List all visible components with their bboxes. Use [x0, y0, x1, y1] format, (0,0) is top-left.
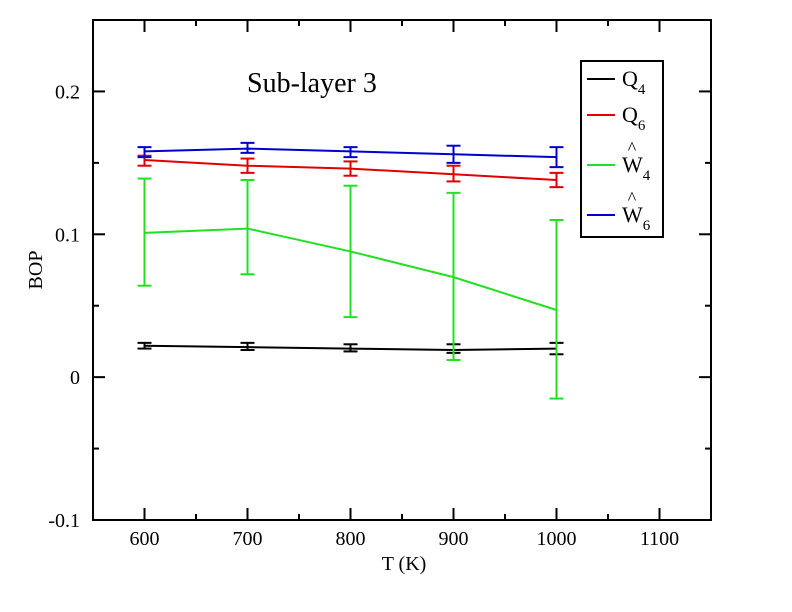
- legend-entry-q6: Q6: [587, 102, 646, 134]
- x-axis-title: T (K): [382, 553, 427, 575]
- x-tick-label: 800: [336, 528, 366, 550]
- error-bar: [446, 164, 461, 183]
- axis-ticks: [92, 19, 712, 520]
- legend-entry-w6: ^W6: [587, 188, 651, 234]
- x-tick-label: 600: [130, 528, 160, 550]
- series-q4: [137, 341, 564, 356]
- error-bar: [446, 191, 461, 361]
- x-tick-label: 700: [233, 528, 263, 550]
- error-bar: [549, 219, 564, 400]
- error-bar: [240, 341, 255, 351]
- series-w4: [137, 177, 564, 400]
- error-bar: [240, 141, 255, 154]
- legend-entry-q4: Q4: [587, 66, 646, 98]
- legend-label: W6: [622, 202, 651, 234]
- legend-label: Q4: [622, 66, 646, 98]
- error-bar: [343, 343, 358, 353]
- y-tick-label: 0.2: [55, 81, 80, 103]
- y-axis-title: BOP: [25, 251, 47, 290]
- legend-label: Q6: [622, 102, 646, 134]
- error-bar: [343, 160, 358, 177]
- series-q6: [137, 154, 564, 189]
- error-bar: [343, 146, 358, 159]
- series-w6: [137, 141, 564, 169]
- axis-tick-labels: 600 700 800 900 1000 1100 -0.1 0 0.1 0.2: [48, 81, 679, 550]
- error-bar: [137, 146, 152, 159]
- error-bar: [549, 146, 564, 169]
- x-tick-label: 1000: [537, 528, 577, 550]
- x-tick-label: 1100: [640, 528, 679, 550]
- x-tick-label: 900: [439, 528, 469, 550]
- error-bar: [240, 157, 255, 174]
- y-tick-label: 0.1: [55, 224, 80, 246]
- legend-hat-accent: ^: [628, 138, 637, 158]
- error-bar: [549, 171, 564, 189]
- error-bar: [240, 179, 255, 276]
- legend-label: W4: [622, 152, 651, 184]
- y-tick-label: 0: [70, 367, 80, 389]
- legend-box: [580, 60, 664, 238]
- error-bar: [343, 184, 358, 319]
- error-bar: [137, 177, 152, 287]
- legend-hat-accent: ^: [628, 188, 637, 208]
- legend-entry-w4: ^W4: [587, 138, 651, 184]
- chart-annotation: Sub-layer 3: [247, 68, 377, 99]
- series-layer: [137, 141, 564, 400]
- y-tick-label: -0.1: [48, 510, 80, 532]
- error-bar: [446, 144, 461, 164]
- error-bar: [137, 341, 152, 350]
